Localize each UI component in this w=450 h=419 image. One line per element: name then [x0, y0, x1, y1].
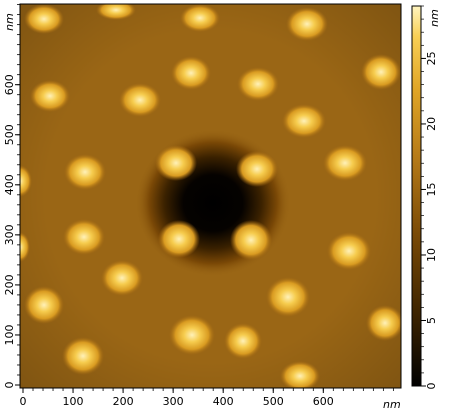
colorbar-unit: nm [428, 9, 441, 27]
x-tick-label: 500 [263, 395, 284, 408]
x-tick-label: 300 [163, 395, 184, 408]
island-bump [230, 220, 272, 260]
island-bump [361, 54, 401, 90]
island-bump [96, 4, 136, 20]
colorbar-ticks: 0 5 10 15 20 25 [421, 5, 438, 390]
island-bump [169, 315, 215, 355]
y-tick-label: 0 [3, 382, 16, 389]
island-bump [155, 145, 197, 181]
colorbar-tick-label: 20 [425, 117, 438, 131]
colorbar-tick-label: 25 [425, 51, 438, 65]
island-bump [64, 154, 106, 190]
island-layer [20, 4, 401, 388]
island-bump [63, 219, 105, 255]
island-bump [323, 145, 367, 181]
island-bump [266, 277, 310, 317]
y-axis: 0 100 200 300 400 500 600 [3, 4, 20, 389]
afm-image [20, 4, 401, 388]
island-bump [171, 56, 211, 90]
x-axis: 0 100 200 300 400 500 600 [20, 388, 394, 408]
island-bump [282, 104, 326, 138]
island-bump [280, 361, 320, 388]
island-bump [119, 83, 161, 117]
colorbar: 0 5 10 15 20 25 nm [411, 5, 441, 390]
island-bump [237, 67, 279, 101]
colorbar-tick-label: 0 [425, 383, 438, 390]
y-tick-label: 500 [3, 124, 16, 145]
x-tick-label: 200 [113, 395, 134, 408]
island-bump [24, 286, 64, 324]
island-bump [30, 80, 70, 112]
island-bump [62, 337, 104, 375]
island-bump [24, 4, 64, 34]
image-frame [19, 3, 402, 389]
y-tick-label: 300 [3, 224, 16, 245]
x-tick-label: 600 [313, 395, 334, 408]
colorbar-tick-label: 10 [425, 248, 438, 262]
island-bump [327, 232, 371, 270]
x-tick-label: 0 [20, 395, 27, 408]
island-bump [180, 4, 220, 32]
y-tick-label: 400 [3, 174, 16, 195]
island-bump [20, 232, 30, 262]
island-bump [101, 260, 143, 296]
island-bump [366, 305, 401, 341]
y-tick-label: 600 [3, 74, 16, 95]
x-tick-label: 100 [63, 395, 84, 408]
island-bump [236, 151, 278, 187]
y-tick-label: 200 [3, 274, 16, 295]
colorbar-gradient [411, 5, 422, 387]
x-axis-unit: nm [383, 398, 401, 411]
island-bump [286, 7, 328, 41]
y-axis-unit: nm [3, 13, 16, 31]
island-bump [224, 323, 262, 359]
y-tick-label: 100 [3, 324, 16, 345]
island-bump [158, 220, 200, 258]
pit-depression [135, 129, 291, 277]
colorbar-tick-label: 15 [425, 182, 438, 196]
colorbar-tick-label: 5 [425, 317, 438, 324]
island-bump [20, 165, 32, 197]
x-tick-label: 400 [213, 395, 234, 408]
